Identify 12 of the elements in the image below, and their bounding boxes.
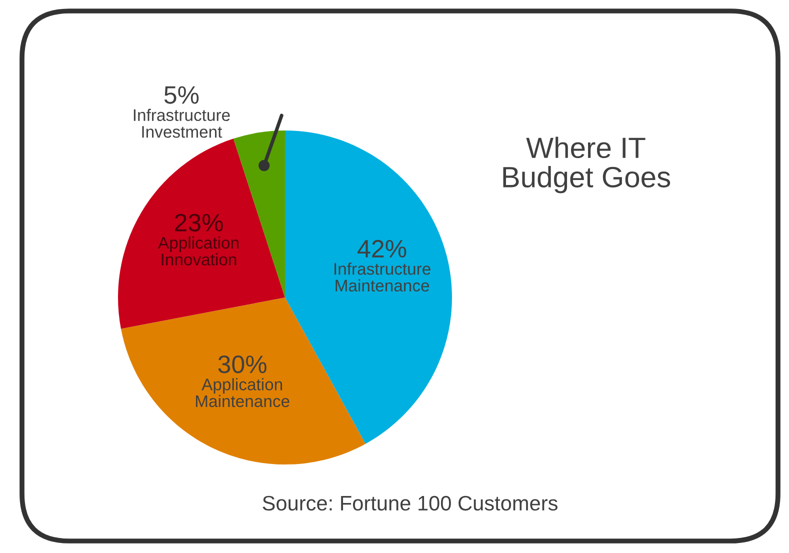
data-label: 30%: [218, 356, 266, 374]
pie-slice: [120, 298, 366, 464]
slice-label: Application Maintenance: [196, 378, 290, 408]
data-label: 42%: [358, 240, 406, 258]
text: Where IT Budget Goes: [503, 136, 670, 194]
slice-label: Infrastructure Maintenance: [334, 262, 430, 292]
slice-label: Application Innovation: [158, 236, 238, 266]
data-label: 23%: [174, 214, 223, 232]
source-note: Source: Fortune 100 Customers: [262, 496, 558, 511]
slice-label: Infrastructure Investment: [134, 108, 230, 138]
pie-slice: [118, 138, 285, 329]
data-label: 5%: [164, 86, 199, 104]
